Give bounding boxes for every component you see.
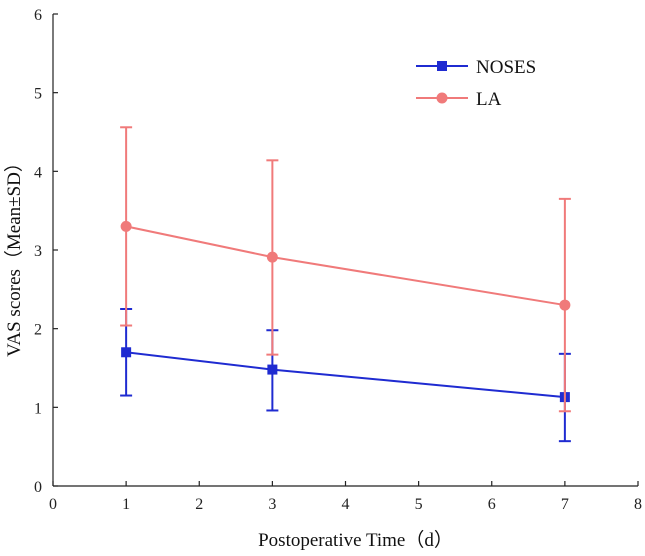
series-line [125,225,566,307]
x-tick-label: 7 [561,496,569,513]
data-point [267,364,278,375]
legend-label: NOSES [476,57,536,78]
series-la [120,126,571,413]
data-point [120,220,132,232]
x-tick-label: 8 [634,496,642,513]
x-axis-title: Postoperative Time（d） [258,529,453,551]
y-tick-label: 6 [34,7,42,24]
x-tick-label: 4 [342,496,350,513]
data-point [559,299,571,311]
legend-item: LA [416,89,502,110]
y-tick-label: 3 [34,243,42,260]
y-tick-label: 2 [34,322,42,339]
y-tick-label: 4 [34,164,42,181]
x-tick-label: 2 [195,496,203,513]
legend-item: NOSES [416,57,536,78]
legend-marker [436,92,448,104]
legend-marker [437,61,447,71]
x-tick-label: 3 [268,496,276,513]
y-axis-title: VAS scores（Mean±SD） [3,153,25,357]
x-tick-label: 6 [488,496,496,513]
series-layer [120,126,571,443]
axes: 0 1 2 3 4 5 6 7 8 0 1 2 3 4 5 6 [34,7,642,513]
data-point [266,251,278,263]
series-line [126,351,565,399]
series-noses [120,308,571,443]
y-tick-label: 1 [34,400,42,417]
y-tick-label: 0 [34,479,42,496]
legend: NOSES LA [416,57,536,110]
y-tick-label: 5 [34,86,42,103]
x-tick-label: 1 [122,496,130,513]
x-tick-label: 5 [415,496,423,513]
data-point [121,347,132,358]
x-tick-label: 0 [49,496,57,513]
legend-label: LA [476,89,502,110]
